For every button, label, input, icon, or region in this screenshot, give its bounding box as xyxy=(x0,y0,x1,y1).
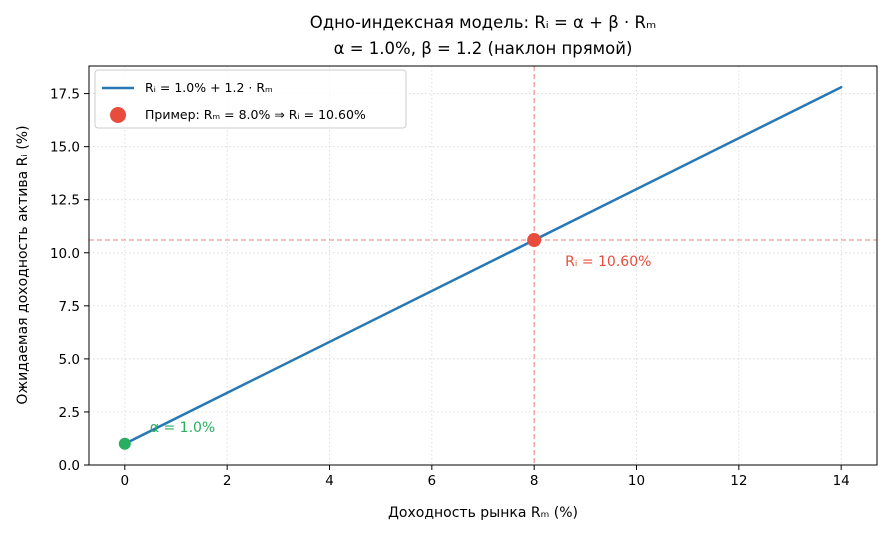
x-tick-label: 14 xyxy=(833,473,850,489)
plot-frame xyxy=(88,65,878,466)
x-tick-label: 4 xyxy=(325,473,334,489)
x-tick-label: 0 xyxy=(121,473,130,489)
y-tick-label: 0.0 xyxy=(59,458,80,474)
x-tick-label: 12 xyxy=(730,473,747,489)
legend-box xyxy=(94,69,407,129)
reference-lines xyxy=(89,66,877,465)
example-point-label: Rᵢ = 10.60% xyxy=(565,254,651,270)
legend-label-example: Пример: Rₘ = 8.0% ⇒ Rᵢ = 10.60% xyxy=(145,107,366,122)
y-tick-label: 12.5 xyxy=(50,193,80,209)
y-tick-label: 15.0 xyxy=(50,140,80,156)
y-tick-label: 17.5 xyxy=(50,87,80,103)
y-axis-label: Ожидаемая доходность актива Rᵢ (%) xyxy=(15,125,31,404)
points-layer xyxy=(118,233,542,450)
legend: Rᵢ = 1.0% + 1.2 · Rₘ Пример: Rₘ = 8.0% ⇒… xyxy=(94,69,407,129)
chart-title: Одно-индексная модель: Rᵢ = α + β · Rₘ xyxy=(310,13,657,32)
annotations: Rᵢ = 10.60% α = 1.0% xyxy=(150,254,652,436)
legend-point-swatch xyxy=(110,107,126,123)
y-tick-label: 2.5 xyxy=(59,405,80,421)
legend-label-series: Rᵢ = 1.0% + 1.2 · Rₘ xyxy=(145,80,273,95)
x-tick-label: 8 xyxy=(530,473,539,489)
x-axis-label: Доходность рынка Rₘ (%) xyxy=(388,505,578,521)
x-tick-label: 6 xyxy=(428,473,437,489)
alpha-point-label: α = 1.0% xyxy=(150,420,215,436)
x-tick-label: 2 xyxy=(223,473,232,489)
y-tick-label: 7.5 xyxy=(59,299,80,315)
x-axis: 0 2 4 6 8 10 12 14 xyxy=(121,465,850,489)
chart-subtitle: α = 1.0%, β = 1.2 (наклон прямой) xyxy=(334,39,633,58)
alpha-point xyxy=(118,437,131,450)
y-tick-label: 10.0 xyxy=(50,246,80,262)
series-line xyxy=(123,85,843,446)
y-axis: 0.0 2.5 5.0 7.5 10.0 12.5 15.0 17.5 xyxy=(50,87,89,474)
x-tick-label: 10 xyxy=(628,473,645,489)
y-tick-label: 5.0 xyxy=(59,352,80,368)
series-layer xyxy=(123,85,843,446)
example-point xyxy=(527,233,542,248)
